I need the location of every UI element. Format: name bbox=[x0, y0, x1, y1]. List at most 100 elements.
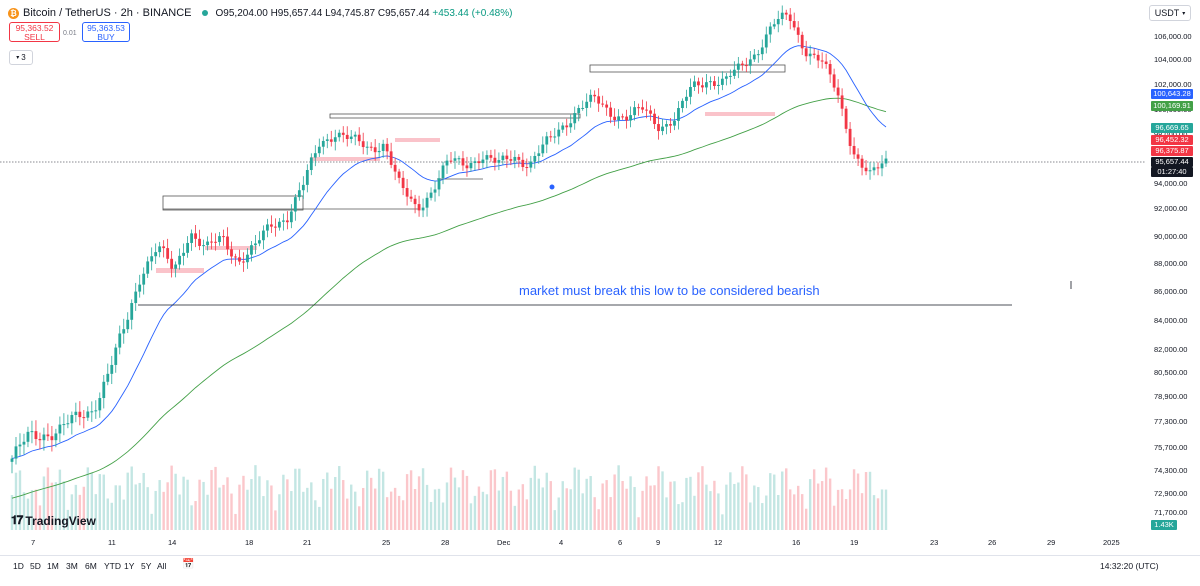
candle-body bbox=[545, 136, 549, 145]
volume-bar bbox=[330, 488, 333, 530]
range-button-3m[interactable]: 3M bbox=[66, 561, 78, 571]
volume-bar bbox=[709, 491, 712, 530]
volume-bar bbox=[753, 485, 756, 530]
volume-bar bbox=[501, 476, 505, 530]
range-button-1m[interactable]: 1M bbox=[47, 561, 59, 571]
volume-bar bbox=[361, 487, 365, 530]
indicators-toggle[interactable]: ▾ 3 bbox=[9, 50, 33, 65]
volume-bar bbox=[621, 480, 624, 530]
candle-body bbox=[617, 116, 621, 121]
range-button-1d[interactable]: 1D bbox=[13, 561, 24, 571]
symbol-header[interactable]: ₿ Bitcoin / TetherUS · 2h · BINANCE O95,… bbox=[8, 4, 512, 22]
volume-bar bbox=[46, 467, 50, 530]
candle-body bbox=[102, 381, 106, 399]
chart-annotation[interactable]: market must break this low to be conside… bbox=[519, 283, 820, 298]
buy-button[interactable]: 95,363.53 BUY bbox=[82, 22, 130, 42]
range-button-all[interactable]: All bbox=[157, 561, 167, 571]
volume-bar bbox=[485, 494, 489, 530]
price-axis-label: 77,300.00 bbox=[1154, 417, 1188, 426]
candle-body bbox=[305, 170, 309, 185]
volume-bar bbox=[593, 497, 596, 530]
volume-bar bbox=[14, 472, 18, 530]
volume-bar bbox=[70, 494, 74, 530]
candle-body bbox=[828, 64, 832, 75]
candle-body bbox=[772, 24, 776, 27]
volume-bar bbox=[421, 468, 425, 530]
range-button-6m[interactable]: 6M bbox=[85, 561, 97, 571]
candle-body bbox=[585, 101, 589, 108]
candle-body bbox=[273, 226, 277, 228]
volume-bar bbox=[350, 484, 353, 530]
candle-body bbox=[341, 132, 345, 135]
candle-body bbox=[577, 107, 581, 114]
volume-bar bbox=[242, 475, 245, 530]
volume-bar bbox=[437, 488, 441, 530]
price-axis-label: 106,000.00 bbox=[1154, 32, 1192, 41]
volume-bar bbox=[880, 489, 884, 530]
candle-body bbox=[824, 61, 828, 65]
candle-body bbox=[461, 158, 465, 166]
candle-body bbox=[38, 439, 42, 441]
candle-body bbox=[876, 167, 880, 169]
candle-body bbox=[110, 364, 114, 374]
price-axis-label: 71,700.00 bbox=[1154, 508, 1188, 517]
candle-body bbox=[409, 196, 413, 199]
range-button-5d[interactable]: 5D bbox=[30, 561, 41, 571]
candle-body bbox=[397, 171, 401, 178]
candle-body bbox=[796, 27, 800, 35]
volume-bar bbox=[836, 489, 840, 530]
tradingview-logo[interactable]: 𝟏𝟕 TradingView bbox=[11, 513, 96, 528]
candle-body bbox=[329, 139, 333, 142]
candle-body bbox=[14, 446, 18, 459]
volume-bar bbox=[733, 483, 736, 530]
volume-bar bbox=[30, 490, 34, 530]
candle-body bbox=[589, 94, 593, 102]
time-axis-label: 21 bbox=[303, 538, 312, 547]
candle-body bbox=[453, 158, 457, 161]
volume-bar bbox=[537, 478, 540, 530]
sell-button[interactable]: 95,363.52 SELL bbox=[9, 22, 60, 42]
volume-bar bbox=[645, 476, 648, 530]
candle-body bbox=[812, 53, 816, 55]
volume-bar bbox=[246, 489, 249, 530]
candle-body bbox=[281, 220, 285, 222]
candle-body bbox=[42, 434, 46, 441]
candle-body bbox=[317, 146, 321, 154]
candle-body bbox=[768, 26, 772, 35]
time-axis-label: 12 bbox=[714, 538, 723, 547]
calendar-icon[interactable]: 📅 bbox=[182, 559, 195, 570]
candle-body bbox=[880, 163, 884, 169]
candle-body bbox=[505, 155, 509, 160]
range-button-ytd[interactable]: YTD bbox=[104, 561, 121, 571]
candle-body bbox=[226, 236, 229, 250]
candle-body bbox=[521, 159, 525, 168]
volume-bar bbox=[310, 482, 313, 530]
candle-body bbox=[681, 100, 684, 109]
volume-bar bbox=[749, 502, 752, 530]
candle-body bbox=[357, 134, 361, 142]
symbol-title[interactable]: Bitcoin / TetherUS · 2h · BINANCE bbox=[23, 7, 192, 19]
volume-bar bbox=[685, 477, 688, 530]
buy-price: 95,363.53 bbox=[87, 23, 125, 33]
time-axis-label: 11 bbox=[108, 538, 116, 547]
volume-bar bbox=[74, 484, 78, 530]
volume-bar bbox=[661, 471, 664, 530]
volume-bar bbox=[230, 493, 233, 530]
candle-body bbox=[270, 224, 273, 227]
range-button-5y[interactable]: 5Y bbox=[141, 561, 152, 571]
candle-body bbox=[58, 424, 62, 434]
candle-body bbox=[130, 303, 134, 320]
candle-body bbox=[369, 146, 373, 148]
candle-body bbox=[804, 48, 808, 57]
range-button-1y[interactable]: 1Y bbox=[124, 561, 135, 571]
volume-bar bbox=[872, 495, 876, 530]
candle-body bbox=[206, 241, 209, 246]
currency-selector[interactable]: USDT ▾ bbox=[1149, 5, 1191, 21]
volume-bar bbox=[477, 486, 481, 530]
candle-body bbox=[541, 144, 545, 154]
volume-bar bbox=[521, 484, 525, 530]
volume-bar bbox=[290, 491, 293, 530]
volume-bar bbox=[110, 502, 113, 530]
utc-clock[interactable]: 14:32:20 (UTC) bbox=[1100, 561, 1159, 571]
